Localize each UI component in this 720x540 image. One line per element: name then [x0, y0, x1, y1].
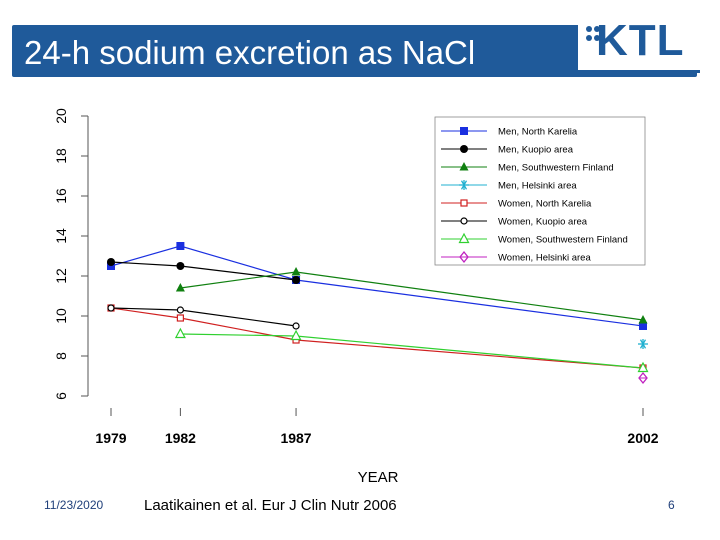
- footer-date: 11/23/2020: [44, 498, 104, 512]
- y-tick-label: 12: [53, 268, 69, 284]
- legend-entry: Women, Kuopio area: [498, 217, 588, 228]
- legend-marker: [460, 217, 468, 225]
- data-point-series-5: [107, 304, 115, 312]
- y-tick-label: 16: [53, 188, 69, 204]
- legend-entry: Women, Helsinki area: [498, 253, 591, 264]
- logo-dots-icon: [586, 26, 600, 56]
- x-tick-label: 2002: [627, 430, 658, 446]
- legend-entry: Women, Southwestern Finland: [498, 235, 628, 246]
- x-tick-label: 1987: [280, 430, 311, 446]
- x-tick-label: 1982: [165, 430, 196, 446]
- y-tick-label: 14: [53, 228, 69, 244]
- series-line-4: [110, 307, 644, 369]
- data-point-series-2: [291, 267, 301, 276]
- y-tick-label: 20: [53, 108, 69, 124]
- data-point-series-0: [176, 242, 185, 250]
- series-line-1: [110, 261, 297, 281]
- legend-marker: [458, 232, 470, 244]
- x-tick-label: 1979: [95, 430, 126, 446]
- data-point-series-5: [176, 306, 184, 314]
- data-point-series-2: [638, 315, 648, 324]
- legend-marker: [460, 199, 468, 207]
- data-point-series-2: [175, 283, 185, 292]
- data-point-series-1: [292, 276, 301, 284]
- data-point-series-6: [290, 329, 302, 341]
- data-point-series-6: [174, 327, 186, 339]
- y-tick-label: 10: [53, 308, 69, 324]
- data-point-series-1: [107, 258, 115, 266]
- data-point-series-0: [639, 322, 647, 330]
- legend-marker: [460, 145, 468, 153]
- legend-marker: [459, 162, 469, 171]
- legend-entry: Women, North Karelia: [498, 199, 592, 210]
- data-point-series-5: [292, 322, 300, 330]
- series-line-2: [180, 271, 644, 321]
- legend-marker: [460, 127, 468, 135]
- ktl-logo: KTL: [596, 16, 685, 65]
- slide-title: 24-h sodium excretion as NaCl: [24, 34, 476, 71]
- x-axis-label: YEAR: [358, 469, 399, 486]
- logo-background: [578, 16, 700, 73]
- data-point-series-6: [637, 361, 649, 373]
- legend-entry: Men, Kuopio area: [498, 145, 574, 156]
- footer-citation: Laatikainen et al. Eur J Clin Nutr 2006: [144, 497, 397, 514]
- data-point-series-1: [176, 262, 185, 270]
- legend-entry: Men, Helsinki area: [498, 181, 577, 192]
- legend-entry: Men, North Karelia: [498, 127, 578, 138]
- y-tick-label: 8: [53, 352, 69, 360]
- series-line-0: [110, 245, 644, 327]
- footer-page-number: 6: [668, 498, 675, 512]
- series-line-5: [110, 307, 297, 327]
- data-point-series-4: [176, 314, 184, 322]
- y-tick-label: 6: [53, 392, 69, 400]
- y-tick-label: 18: [53, 148, 69, 164]
- legend-box: [434, 116, 646, 266]
- legend-entry: Men, Southwestern Finland: [498, 163, 614, 174]
